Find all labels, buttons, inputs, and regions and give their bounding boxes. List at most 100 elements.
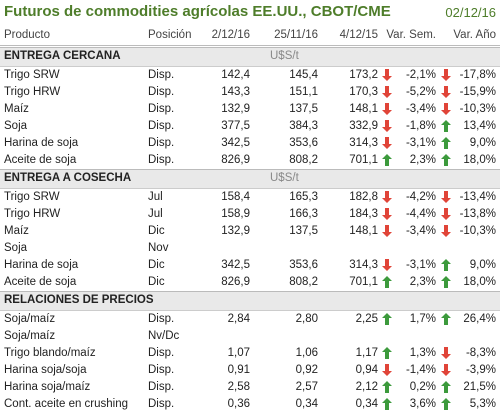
arrow-up: [441, 120, 451, 132]
column-header: Var. Año: [453, 29, 496, 41]
cell: 353,6: [289, 259, 318, 271]
cell: -10,3%: [459, 225, 496, 237]
cell: Disp.: [148, 313, 175, 325]
cell: Harina de soja: [4, 137, 79, 149]
cell: 0,34: [355, 398, 378, 410]
section-unit: U$S/t: [270, 50, 299, 62]
cell: -3,4%: [405, 103, 436, 115]
cell: Jul: [148, 208, 163, 220]
cell: Trigo blando/maíz: [4, 347, 96, 359]
arrow-down: [382, 208, 392, 220]
cell: 142,4: [221, 69, 250, 81]
cell: Disp.: [148, 347, 175, 359]
cell: 1,06: [295, 347, 318, 359]
cell: Harina de soja: [4, 259, 79, 271]
cell: 2,25: [355, 313, 378, 325]
cell: 2,3%: [409, 154, 436, 166]
title: Futuros de commodities agrícolas EE.UU.,…: [4, 3, 391, 20]
cell: 173,2: [349, 69, 378, 81]
cell: 1,17: [355, 347, 378, 359]
cell: Maíz: [4, 225, 29, 237]
cell: 2,12: [355, 381, 378, 393]
cell: -17,8%: [459, 69, 496, 81]
cell: 165,3: [289, 191, 318, 203]
cell: 137,5: [289, 225, 318, 237]
arrow-up: [441, 381, 451, 393]
cell: Disp.: [148, 381, 175, 393]
arrow-shape: [382, 191, 392, 203]
cell: 701,1: [349, 154, 378, 166]
arrow-shape: [382, 103, 392, 115]
column-header: 4/12/15: [339, 29, 378, 41]
arrow-down: [441, 103, 451, 115]
arrow-shape: [382, 208, 392, 220]
cell: Soja/maíz: [4, 313, 56, 325]
cell: 0,34: [295, 398, 318, 410]
column-header: 2/12/16: [211, 29, 250, 41]
cell: Dic: [148, 259, 165, 271]
arrow-down: [441, 191, 451, 203]
cell: 1,3%: [409, 347, 436, 359]
cell: 18,0%: [463, 154, 496, 166]
cell: 158,4: [221, 191, 250, 203]
cell: 384,3: [289, 120, 318, 132]
arrow-down: [382, 137, 392, 149]
arrow-shape: [441, 69, 451, 81]
cell: -2,1%: [405, 69, 436, 81]
arrow-shape: [441, 381, 451, 393]
cell: 332,9: [349, 120, 378, 132]
arrow-down: [382, 191, 392, 203]
cell: Disp.: [148, 120, 175, 132]
section-band: [0, 291, 500, 311]
cell: 166,3: [289, 208, 318, 220]
cell: 2,58: [227, 381, 250, 393]
cell: 1,07: [227, 347, 250, 359]
cell: 13,4%: [463, 120, 496, 132]
cell: Disp.: [148, 69, 175, 81]
cell: 0,92: [295, 364, 318, 376]
cell: Jul: [148, 191, 163, 203]
cell: Trigo SRW: [4, 69, 60, 81]
cell: -1,4%: [405, 364, 436, 376]
arrow-shape: [382, 347, 392, 359]
cell: 1,7%: [409, 313, 436, 325]
cell: 184,3: [349, 208, 378, 220]
section-title: RELACIONES DE PRECIOS: [4, 294, 154, 306]
cell: 137,5: [289, 103, 318, 115]
arrow-up: [441, 137, 451, 149]
cell: Disp.: [148, 154, 175, 166]
cell: 132,9: [221, 103, 250, 115]
cell: 170,3: [349, 86, 378, 98]
cell: -10,3%: [459, 103, 496, 115]
cell: -13,8%: [459, 208, 496, 220]
cell: -4,4%: [405, 208, 436, 220]
arrow-shape: [382, 276, 392, 288]
cell: 0,91: [227, 364, 250, 376]
cell: Aceite de soja: [4, 276, 77, 288]
cell: 826,9: [221, 154, 250, 166]
arrow-up: [382, 154, 392, 166]
cell: -13,4%: [459, 191, 496, 203]
arrow-shape: [382, 69, 392, 81]
cell: Aceite de soja: [4, 154, 77, 166]
cell: Disp.: [148, 137, 175, 149]
arrow-shape: [441, 208, 451, 220]
cell: 0,36: [227, 398, 250, 410]
cell: -3,1%: [405, 259, 436, 271]
cell: Disp.: [148, 364, 175, 376]
column-header: Producto: [4, 29, 51, 41]
arrow-shape: [441, 347, 451, 359]
cell: 2,57: [295, 381, 318, 393]
arrow-shape: [382, 364, 392, 376]
section-unit: U$S/t: [270, 172, 299, 184]
cell: 342,5: [221, 259, 250, 271]
section-title: ENTREGA A COSECHA: [4, 172, 132, 184]
header-line: [0, 45, 500, 46]
cell: 826,9: [221, 276, 250, 288]
cell: Cont. aceite en crushing: [4, 398, 129, 410]
arrow-up: [382, 398, 392, 410]
cell: 21,5%: [463, 381, 496, 393]
cell: 342,5: [221, 137, 250, 149]
arrow-up: [382, 347, 392, 359]
cell: Disp.: [148, 103, 175, 115]
